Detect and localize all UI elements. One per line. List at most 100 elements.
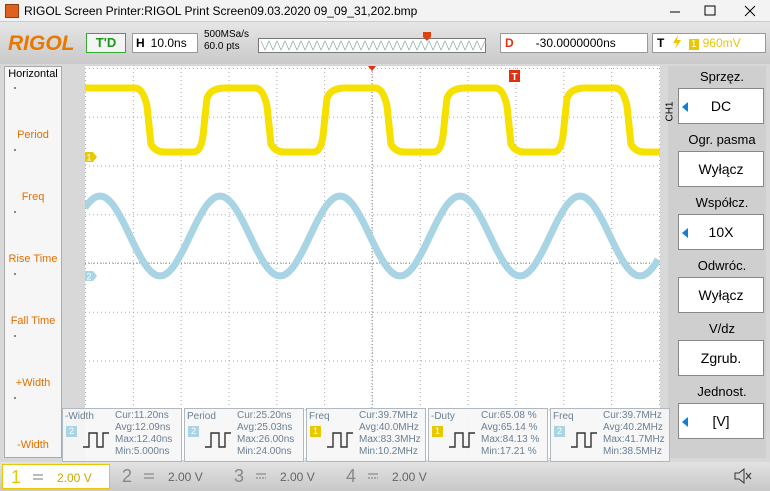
measurement-icon (327, 432, 353, 448)
measurement-name: Freq (553, 411, 574, 422)
menu-label: Współcz. (695, 195, 749, 210)
measurement-max: Max:84.13 % (481, 434, 540, 445)
menu-label[interactable]: Fall Time (10, 315, 56, 327)
timebase-label: H (136, 36, 145, 50)
trigger-marker-bg (509, 70, 520, 82)
window-controls[interactable] (660, 0, 770, 22)
edge-icon (672, 35, 681, 49)
measurement-icon (205, 432, 231, 448)
channel-number: 3 (234, 466, 245, 486)
measurement-min: Min:10.2MHz (359, 446, 418, 457)
memory-bar (258, 32, 486, 53)
measurement-channel: 2 (188, 426, 199, 437)
measurement-name: -Width (65, 411, 94, 422)
measurement-name: Freq (309, 411, 330, 422)
measurement-avg: Avg:65.14 % (481, 422, 538, 433)
measurement: Freq 2 Cur:39.7MHz Avg:40.2MHz Max:41.7MHz Mi… (550, 408, 670, 462)
menu-label: Jednost. (697, 384, 747, 399)
measurement-channel: 2 (554, 426, 565, 437)
measurement-avg: Avg:40.0MHz (359, 422, 419, 433)
measurement-icon (449, 432, 475, 448)
measurement: Period 2 Cur:25.20ns Avg:25.03ns Max:26.00ns… (184, 408, 304, 462)
measurement-min: Min:17.21 % (481, 446, 537, 457)
menu-value-box[interactable]: Wyłącz (678, 277, 764, 313)
menu-label[interactable]: Freq (21, 191, 45, 203)
menu-value: 10X (708, 224, 734, 240)
channel-scale: 2.00 V (168, 470, 203, 484)
window-title: RIGOL Screen Printer:RIGOL Print Screen0… (24, 4, 418, 18)
trigger-source: 1 (689, 39, 699, 50)
menu-icon[interactable] (14, 397, 16, 399)
menu-label: Sprzęz. (699, 69, 745, 84)
measurement-name: -Duty (431, 411, 455, 422)
acquisition: 500MSa/s 60.0 pts (204, 29, 249, 53)
channel-status[interactable]: 4 2.00 V (338, 464, 446, 489)
toolbar: RIGOL T'D H 10.0ns 500MSa/s 60.0 pts D -30… (0, 22, 770, 64)
delay-box[interactable]: D -30.0000000ns (500, 33, 648, 53)
channel-status[interactable]: 1 2.00 V (2, 464, 110, 489)
coupling-icon (256, 473, 266, 479)
menu-label: Odwróc. (697, 258, 747, 273)
measurement-max: Max:41.7MHz (603, 434, 665, 445)
menu-label: V/dz (708, 321, 735, 336)
measurement-avg: Avg:12.09ns (115, 422, 171, 433)
speaker-icon[interactable] (732, 466, 752, 486)
select-arrow (682, 228, 688, 238)
measurement-max: Max:12.40ns (115, 434, 173, 445)
measurement-cur: Cur:25.20ns (237, 410, 292, 421)
select-arrow (682, 102, 688, 112)
menu-label[interactable]: Period (17, 129, 49, 141)
coupling-icon (33, 474, 43, 480)
sample-rate: 500MSa/s (204, 29, 250, 40)
menu-icon[interactable] (14, 87, 16, 89)
channel-bar: 1 2.00 V 2 2.00 V 3 2.00 V 4 2.00 V (0, 462, 770, 491)
select-arrow (682, 417, 688, 427)
left-menu-title: Horizontal (8, 68, 58, 80)
measurement-channel: 1 (432, 426, 443, 437)
measurement-max: Max:26.00ns (237, 434, 295, 445)
menu-value-box[interactable]: 10X (678, 214, 764, 250)
channel-status[interactable]: 2 2.00 V (114, 464, 222, 489)
menu-icon[interactable] (14, 273, 16, 275)
channel-scale: 2.00 V (280, 470, 315, 484)
measurement: Freq 1 Cur:39.7MHz Avg:40.0MHz Max:83.3MHz Mi… (306, 408, 426, 462)
menu-value-box[interactable]: Zgrub. (678, 340, 764, 376)
left-menu: Horizontal Period Freq Rise Time Fall Time +… (4, 66, 62, 458)
coupling-icon (144, 473, 154, 479)
measurement: -Duty 1 Cur:65.08 % Avg:65.14 % Max:84.13 % M… (428, 408, 548, 462)
measurement-channel: 1 (310, 426, 321, 437)
menu-value-box[interactable]: DC (678, 88, 764, 124)
menu-label[interactable]: Rise Time (8, 253, 58, 265)
trigger-marker: T (511, 72, 517, 83)
menu-icon[interactable] (14, 149, 16, 151)
measurements: -Width 2 Cur:11.20ns Avg:12.09ns Max:12.40ns… (62, 408, 672, 462)
measurement-channel: 2 (66, 426, 77, 437)
menu-label[interactable]: +Width (15, 377, 51, 389)
menu-value-box[interactable]: [V] (678, 403, 764, 439)
waveform-screen: T 1 2 (85, 66, 660, 460)
channel-number: 1 (11, 467, 22, 487)
run-state[interactable]: T'D (86, 33, 126, 53)
menu-icon[interactable] (14, 335, 16, 337)
delay: -30.0000000ns (535, 36, 616, 50)
channel-status[interactable]: 3 2.00 V (226, 464, 334, 489)
trigger-label: T (657, 36, 665, 50)
menu-value-box[interactable]: Wyłącz (678, 151, 764, 187)
measurement-min: Min:5.000ns (115, 446, 170, 457)
timebase-box[interactable]: H 10.0ns (132, 33, 198, 53)
menu-icon[interactable] (14, 211, 16, 213)
app-icon (5, 4, 19, 18)
channel-number: 4 (346, 466, 357, 486)
menu-label[interactable]: -Width (17, 439, 49, 451)
coupling-icon (368, 473, 378, 479)
menu-label: Ogr. pasma (688, 132, 756, 147)
trigger-box[interactable]: T 1 960mV (652, 33, 766, 53)
menu-value: [V] (712, 413, 730, 429)
channel-scale: 2.00 V (392, 470, 427, 484)
channel-marker-tag (85, 271, 97, 281)
channel-marker-tag (85, 152, 97, 162)
logo: RIGOL (8, 32, 75, 55)
measurement-icon (83, 432, 109, 448)
measurement-cur: Cur:39.7MHz (359, 410, 418, 421)
